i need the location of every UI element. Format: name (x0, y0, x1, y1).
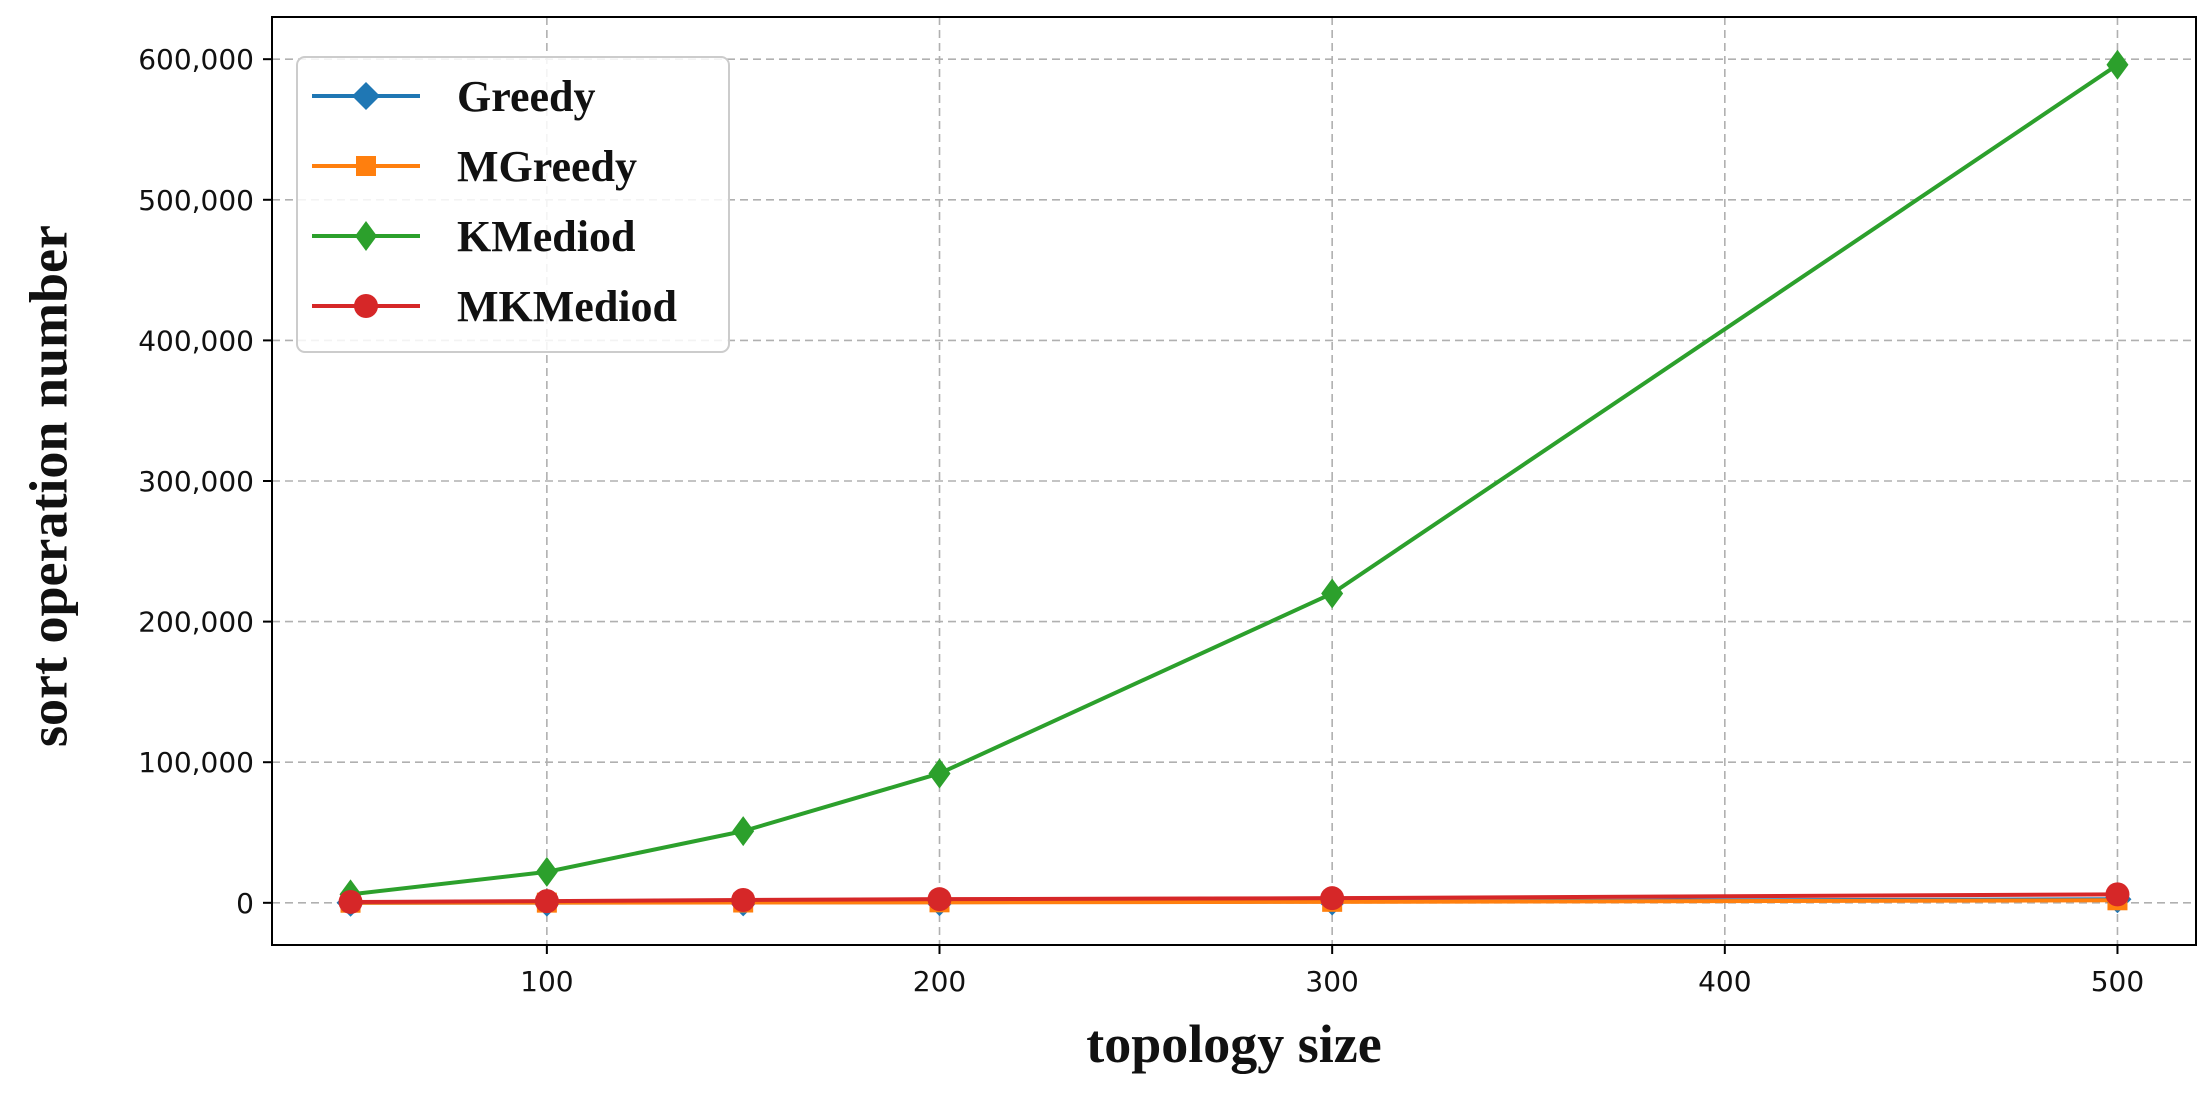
y-axis-title: sort operation number (18, 225, 78, 747)
legend-entry-mkmediod: MKMediod (312, 282, 677, 331)
legend-entry-greedy: Greedy (312, 72, 596, 121)
legend-marker-greedy (352, 82, 380, 110)
legend-label-greedy: Greedy (457, 72, 596, 121)
series-layer (336, 49, 2132, 917)
data-point-kmediod (1321, 578, 1344, 609)
x-tick-label: 300 (1305, 965, 1358, 998)
data-point-mkmediod (338, 889, 363, 914)
series-line-mkmediod (350, 892, 2118, 904)
data-point-mkmediod (2105, 882, 2130, 907)
legend-entry-kmediod: KMediod (312, 212, 635, 261)
y-tick-label: 200,000 (138, 606, 254, 639)
data-point-kmediod (535, 856, 558, 887)
x-tick-label: 400 (1698, 965, 1751, 998)
data-point-mkmediod (1320, 886, 1345, 911)
y-tick-label: 400,000 (138, 324, 254, 357)
legend-entry-mgreedy: MGreedy (312, 142, 637, 191)
data-point-kmediod (2106, 49, 2129, 80)
series-line-kmediod (350, 63, 2119, 897)
y-tick-label: 500,000 (138, 184, 254, 217)
legend-label-mgreedy: MGreedy (457, 142, 637, 191)
y-tick-label: 600,000 (138, 43, 254, 76)
data-point-kmediod (928, 758, 951, 789)
y-tick-label: 0 (236, 887, 254, 920)
x-axis-title: topology size (1086, 1014, 1381, 1074)
series-mkmediod (338, 882, 2130, 914)
x-tick-label: 100 (520, 965, 573, 998)
y-tick-label: 300,000 (138, 465, 254, 498)
legend-marker-mgreedy (356, 156, 376, 176)
data-point-mkmediod (927, 887, 952, 912)
legend-box (296, 56, 730, 353)
x-tick-label: 500 (2091, 965, 2144, 998)
x-tick-label: 200 (913, 965, 966, 998)
data-point-mkmediod (731, 888, 756, 913)
grid-lines (272, 17, 2196, 945)
legend-label-kmediod: KMediod (457, 212, 635, 261)
legend: Greedy MGreedy KMediod MKMediod (296, 56, 730, 353)
data-point-mkmediod (534, 889, 559, 914)
y-tick-label: 100,000 (138, 746, 254, 779)
legend-marker-mkmediod (354, 294, 378, 318)
legend-marker-kmediod (355, 221, 377, 251)
tick-layer: 100 200 300 400 500 0 100,000 200,000 300,000 400… (138, 43, 2144, 998)
legend-label-mkmediod: MKMediod (457, 282, 677, 331)
data-point-kmediod (732, 816, 755, 847)
